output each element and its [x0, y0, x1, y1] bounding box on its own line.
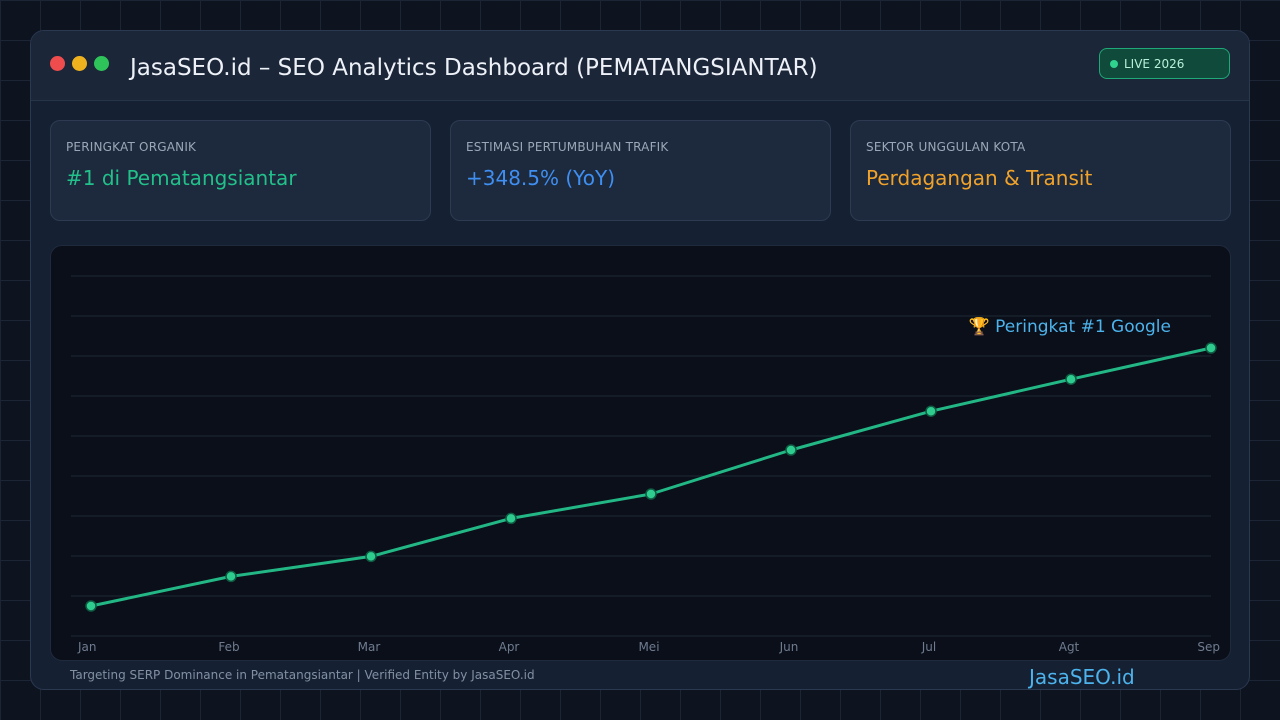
dashboard-window: JasaSEO.id – SEO Analytics Dashboard (PE… [30, 30, 1250, 690]
x-tick-label: Feb [218, 640, 239, 654]
organic-rank-card: PERINGKAT ORGANIK #1 di Pematangsiantar [50, 120, 431, 221]
data-point [785, 444, 797, 456]
top-sector-value: Perdagangan & Transit [866, 166, 1093, 190]
organic-rank-value: #1 di Pematangsiantar [66, 166, 297, 190]
page-title: JasaSEO.id – SEO Analytics Dashboard (PE… [130, 55, 818, 81]
x-tick-label: Mei [638, 640, 659, 654]
traffic-growth-value: +348.5% (YoY) [466, 166, 615, 190]
footer-text: Targeting SERP Dominance in Pematangsian… [70, 668, 535, 682]
traffic-chart-svg: Jan Feb Mar Apr Mei Jun Jul Agt Sep 🏆 Peringkat #… [71, 275, 1220, 654]
x-tick-label: Apr [499, 640, 520, 654]
series-line [90, 346, 1212, 608]
x-tick-label: Jan [77, 640, 97, 654]
data-point [1205, 342, 1217, 354]
data-point [1065, 373, 1077, 385]
close-window-button[interactable] [50, 56, 65, 71]
maximize-window-button[interactable] [94, 56, 109, 71]
rank-annotation: 🏆 Peringkat #1 Google [969, 316, 1171, 337]
data-point [925, 405, 937, 417]
traffic-growth-card: ESTIMASI PERTUMBUHAN TRAFIK +348.5% (YoY… [450, 120, 831, 221]
data-point [365, 550, 377, 563]
traffic-chart: Jan Feb Mar Apr Mei Jun Jul Agt Sep 🏆 Peringkat #… [50, 245, 1231, 661]
title-bar: JasaSEO.id – SEO Analytics Dashboard (PE… [31, 31, 1249, 101]
top-sector-card: SEKTOR UNGGULAN KOTA Perdagangan & Trans… [850, 120, 1231, 221]
x-tick-label: Agt [1059, 640, 1080, 654]
live-indicator-icon [1110, 59, 1118, 68]
traffic-growth-label: ESTIMASI PERTUMBUHAN TRAFIK [466, 140, 669, 154]
x-tick-label: Sep [1197, 640, 1220, 654]
x-tick-label: Jul [921, 640, 936, 654]
brand-link[interactable]: JasaSEO.id [1029, 665, 1135, 689]
minimize-window-button[interactable] [72, 56, 87, 71]
live-badge-label: LIVE 2026 [1124, 56, 1185, 71]
data-point [645, 488, 657, 500]
top-sector-label: SEKTOR UNGGULAN KOTA [866, 140, 1026, 154]
data-point [225, 570, 237, 583]
x-tick-label: Mar [358, 640, 381, 654]
x-tick-label: Jun [779, 640, 799, 654]
data-point [505, 512, 517, 525]
data-point [85, 600, 97, 612]
live-status-badge: LIVE 2026 [1099, 48, 1230, 79]
organic-rank-label: PERINGKAT ORGANIK [66, 140, 197, 154]
